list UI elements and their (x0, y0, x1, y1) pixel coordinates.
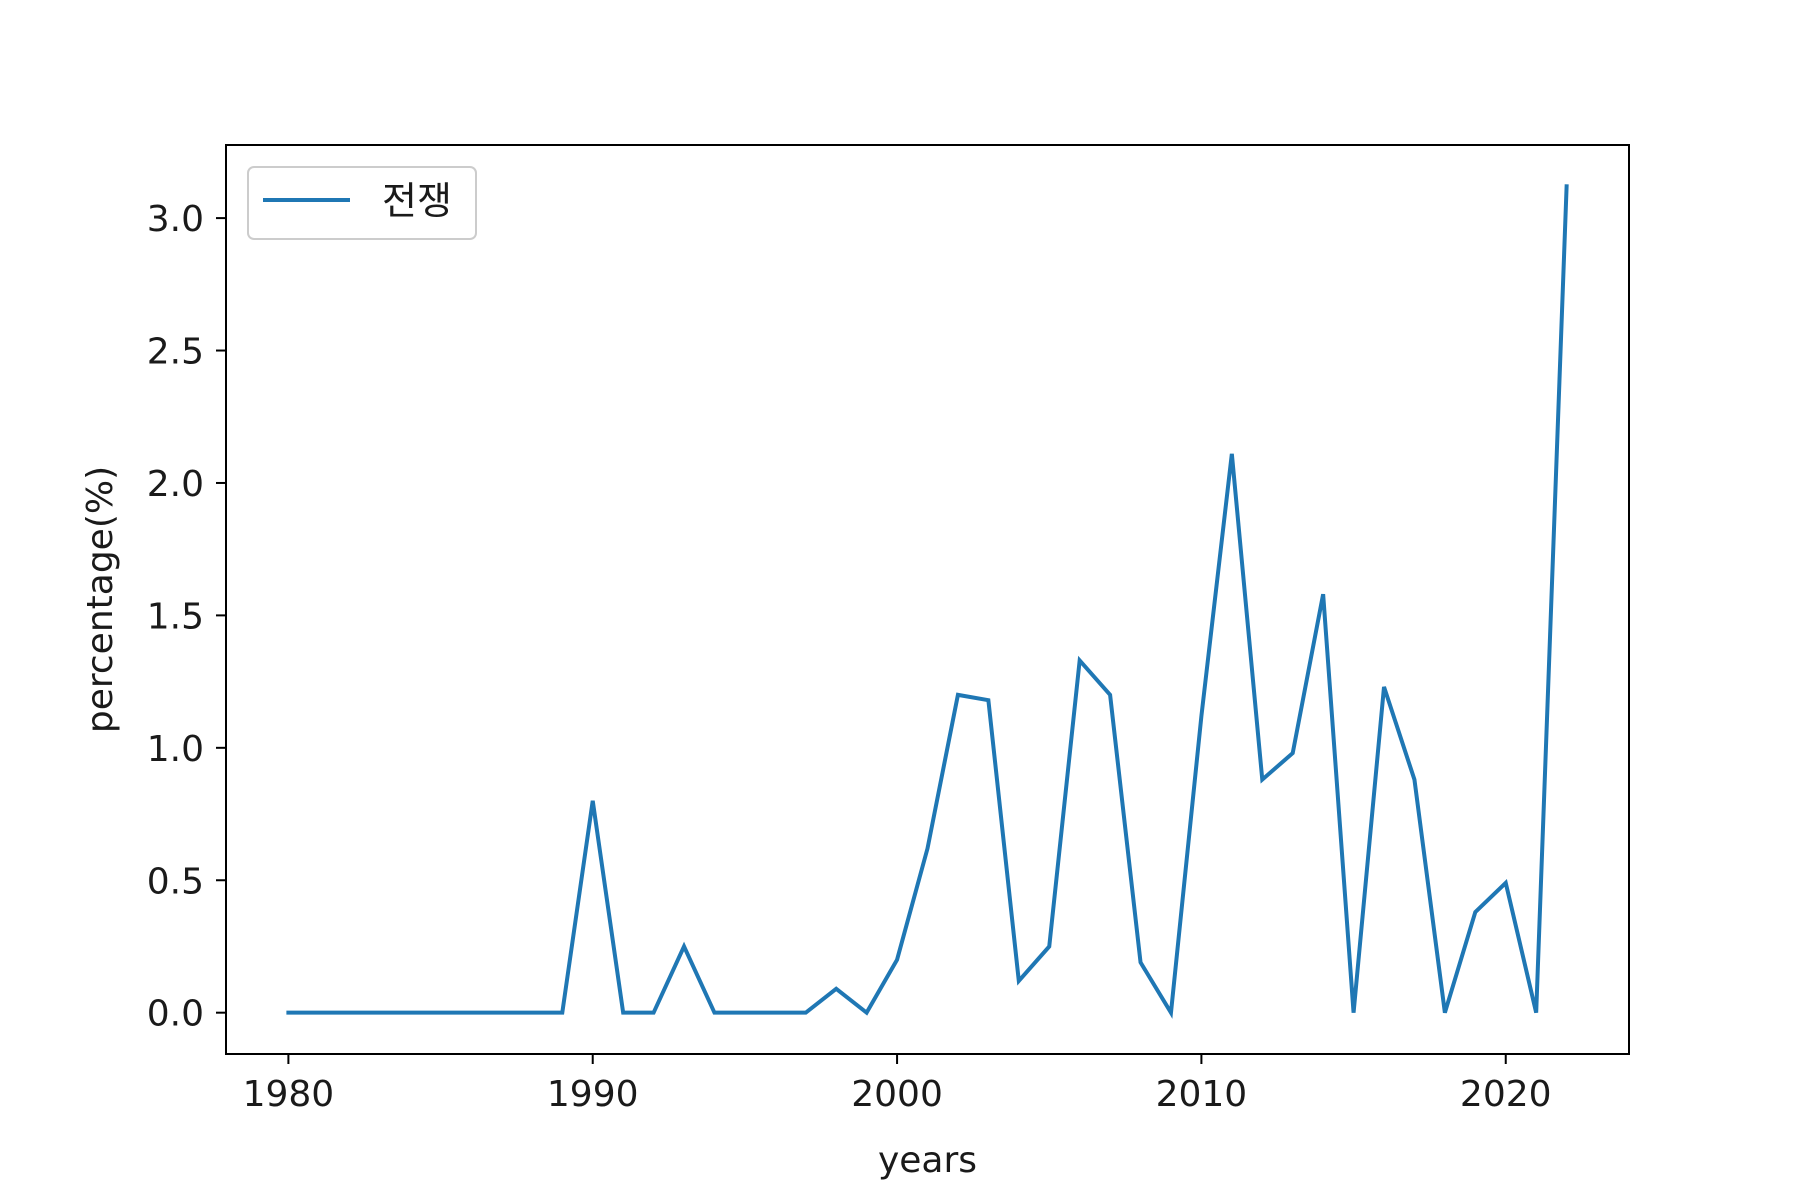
y-tick-label: 3.0 (147, 199, 204, 240)
x-tick-label: 2020 (1460, 1074, 1552, 1115)
x-tick-label: 1990 (547, 1074, 639, 1115)
y-tick-label: 0.5 (147, 861, 204, 902)
series-layer (286, 184, 1569, 1019)
x-tick-label: 1980 (243, 1074, 335, 1115)
x-axis-label: years (878, 1140, 977, 1181)
y-tick-label: 1.0 (147, 729, 204, 770)
y-tick-label: 1.5 (147, 596, 204, 637)
x-axis-ticks: 1980 1990 2000 2010 2020 (243, 1054, 1552, 1115)
x-tick-label: 2010 (1156, 1074, 1248, 1115)
y-tick-label: 0.0 (147, 994, 204, 1035)
y-axis-ticks: 0.0 0.5 1.0 1.5 2.0 2.5 3.0 (147, 199, 226, 1035)
y-tick-label: 2.5 (147, 332, 204, 373)
x-tick-label: 2000 (851, 1074, 943, 1115)
y-axis-label: percentage(%) (80, 466, 121, 733)
series-line (286, 184, 1569, 1019)
legend-label: 전쟁 (382, 179, 452, 223)
y-tick-label: 2.0 (147, 464, 204, 505)
plot-area-frame (225, 144, 1630, 1055)
legend: 전쟁 (247, 166, 477, 240)
legend-box (247, 166, 477, 240)
